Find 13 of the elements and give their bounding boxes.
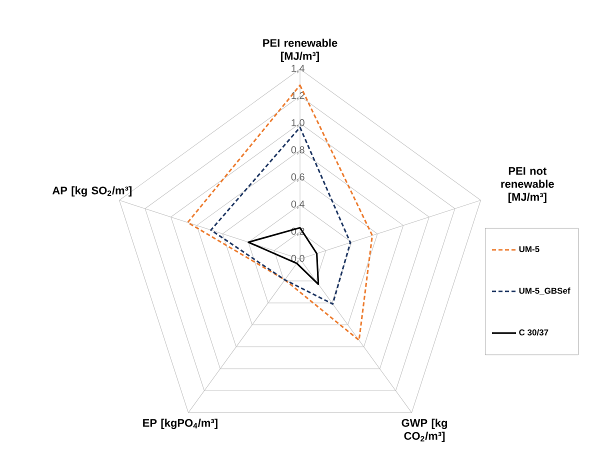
y-tick-label: 0,6 — [291, 173, 304, 182]
spoke-label: PEI renewable [MJ/m³] — [263, 38, 338, 62]
legend-label: UM-5 — [519, 246, 540, 252]
y-tick-label: 1,4 — [292, 64, 305, 74]
spoke-label: AP [kg SO$_{2}$/m³] — [52, 186, 132, 197]
y-tick-label: 0,4 — [291, 200, 305, 209]
y-tick-label: 0,8 — [291, 146, 304, 155]
spoke-label: PEI not renewable [MJ/m³] — [501, 167, 554, 204]
spoke-label: GWP [kg CO$_{2}$/m³] — [402, 418, 447, 442]
legend-label: C 30/37 — [519, 329, 548, 336]
legend-label: UM-5_GBSef — [519, 288, 570, 295]
spoke-label: EP [kgPO$_{4}$/m³] — [143, 418, 218, 430]
y-tick-label: 1,0 — [292, 119, 304, 128]
